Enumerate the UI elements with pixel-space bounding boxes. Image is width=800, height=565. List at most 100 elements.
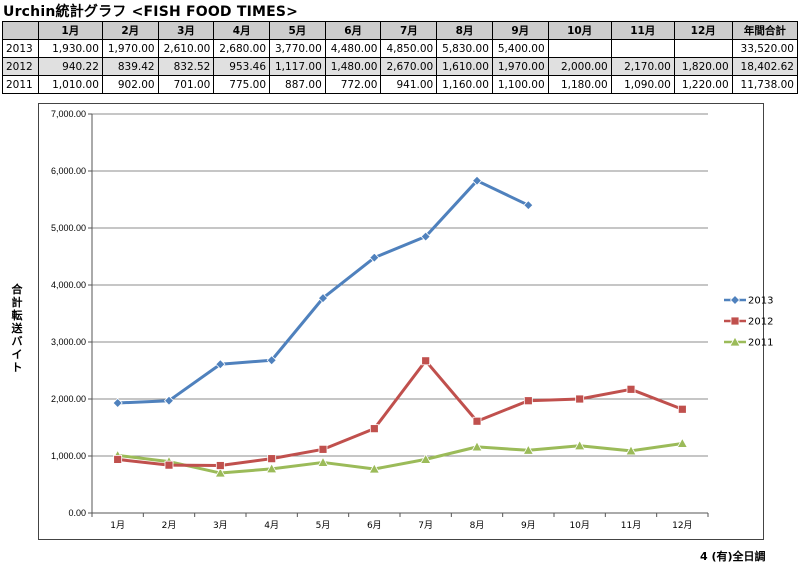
table-cell: 2,670.00 [380,57,438,76]
data-point-2011 [214,467,227,478]
data-point-2012 [421,356,431,366]
data-point-2013 [215,359,226,370]
data-point-2012 [113,455,123,464]
data-point-2013 [317,293,329,304]
table-cell: 1,970.00 [491,57,549,76]
data-point-2011 [676,437,689,448]
x-tick-label: 6月 [367,520,382,531]
legend-label: 2012 [748,317,773,328]
y-tick-label: 1,000.00 [51,451,86,461]
data-point-2011 [317,456,329,467]
series-line-2011 [117,441,683,475]
x-tick-label: 4月 [264,520,279,531]
table-cell: 1,010.00 [37,75,103,94]
x-tick-label: 10月 [569,520,589,531]
data-point-2011 [522,444,535,455]
x-tick-label: 7月 [418,520,433,531]
table-cell: 1,160.00 [436,75,493,94]
data-point-2012 [369,424,379,434]
table-cell: 18,402.62 [731,57,799,76]
data-point-2011 [368,463,381,474]
table-header-row: 1月 2月 3月 4月 5月 6月 7月 8月 9月 10月 11月 12月 年… [2,21,799,40]
data-point-2011 [625,445,637,456]
footer-note: 4 (有)全日調 [700,550,766,563]
table-cell: 1,820.00 [673,57,733,76]
table-cell: 4,480.00 [324,39,382,58]
table-cell: 2,000.00 [547,57,612,76]
x-tick-label: 5月 [316,520,331,531]
data-point-2013 [523,200,534,211]
table-cell: 11,738.00 [731,75,799,94]
row-year-cell: 2012 [2,57,39,76]
table-cell: 1,090.00 [610,75,675,94]
data-point-2011 [265,463,278,474]
data-point-2012 [472,416,482,426]
table-cell: 1,220.00 [673,75,733,94]
summary-table: 1月 2月 3月 4月 5月 6月 7月 8月 9月 10月 11月 12月 年… [2,21,799,94]
data-point-2012 [523,396,533,406]
x-tick-label: 1月 [110,520,125,531]
y-tick-label: 3,000.00 [51,337,86,347]
table-cell: 832.52 [157,57,215,76]
legend-marker [729,294,741,306]
data-point-2013 [471,175,483,186]
legend-label: 2011 [748,338,773,349]
table-cell: 4,850.00 [380,39,438,58]
subtitle-text: <FISH FOOD TIMES> [131,4,299,20]
data-point-2013 [112,397,123,409]
y-tick-label: 4,000.00 [51,280,86,290]
data-point-2011 [573,439,586,451]
table-header-cell: 6月 [324,21,382,40]
plot-area [92,114,708,513]
data-point-2012 [626,384,636,394]
table-header-cell: 1月 [37,21,103,40]
table-header-cell: 11月 [610,21,675,40]
data-point-2013 [266,355,277,366]
table-header-cell: 5月 [269,21,326,40]
series-line-2012 [117,359,683,468]
table-cell: 5,830.00 [436,39,493,58]
x-tick-label: 8月 [470,520,485,531]
table-cell: 839.42 [101,57,159,76]
data-point-2012 [575,394,585,404]
y-tick-label: 0.00 [68,508,86,518]
x-tick-label: 9月 [521,520,536,531]
x-tick-label: 12月 [672,520,692,531]
table-header-cell: 年間合計 [731,21,799,40]
data-point-2012 [267,454,277,464]
data-point-2012 [164,460,174,470]
table-cell: 1,100.00 [491,75,549,94]
x-tick-label: 2月 [162,520,177,531]
data-point-2011 [471,441,483,452]
legend-label: 2013 [748,296,773,307]
y-tick-label: 2,000.00 [51,394,86,404]
table-cell: 1,480.00 [324,57,382,76]
table-cell: 775.00 [213,75,271,94]
table-cell: 2,610.00 [157,39,215,58]
page-title: Urchin統計グラフ <FISH FOOD TIMES> [3,1,298,21]
table-header-cell: 12月 [673,21,733,40]
legend-marker [729,336,741,347]
table-row: 2011 1,010.00 902.00 701.00 775.00 887.0… [2,75,799,94]
row-year-cell: 2011 [2,75,39,94]
y-tick-label: 5,000.00 [51,223,86,233]
table-header-cell: 7月 [380,21,438,40]
data-point-2012 [215,461,225,470]
table-cell: 941.00 [380,75,438,94]
data-point-2013 [420,231,431,242]
data-point-2013 [369,252,380,263]
table-header-cell: 10月 [547,21,612,40]
y-tick-label: 7,000.00 [51,109,86,119]
y-tick-label: 6,000.00 [51,166,86,176]
table-cell: 902.00 [101,75,159,94]
table-cell: 2,680.00 [213,39,271,58]
table-cell: 3,770.00 [269,39,326,58]
y-axis-label: 合計転送バイト [11,283,23,374]
title-text: Urchin統計グラフ [3,4,127,20]
table-cell: 940.22 [37,57,103,76]
legend-marker [730,316,740,326]
x-tick-label: 3月 [213,520,228,531]
data-point-2013 [163,395,175,406]
table-cell: 772.00 [324,75,382,94]
